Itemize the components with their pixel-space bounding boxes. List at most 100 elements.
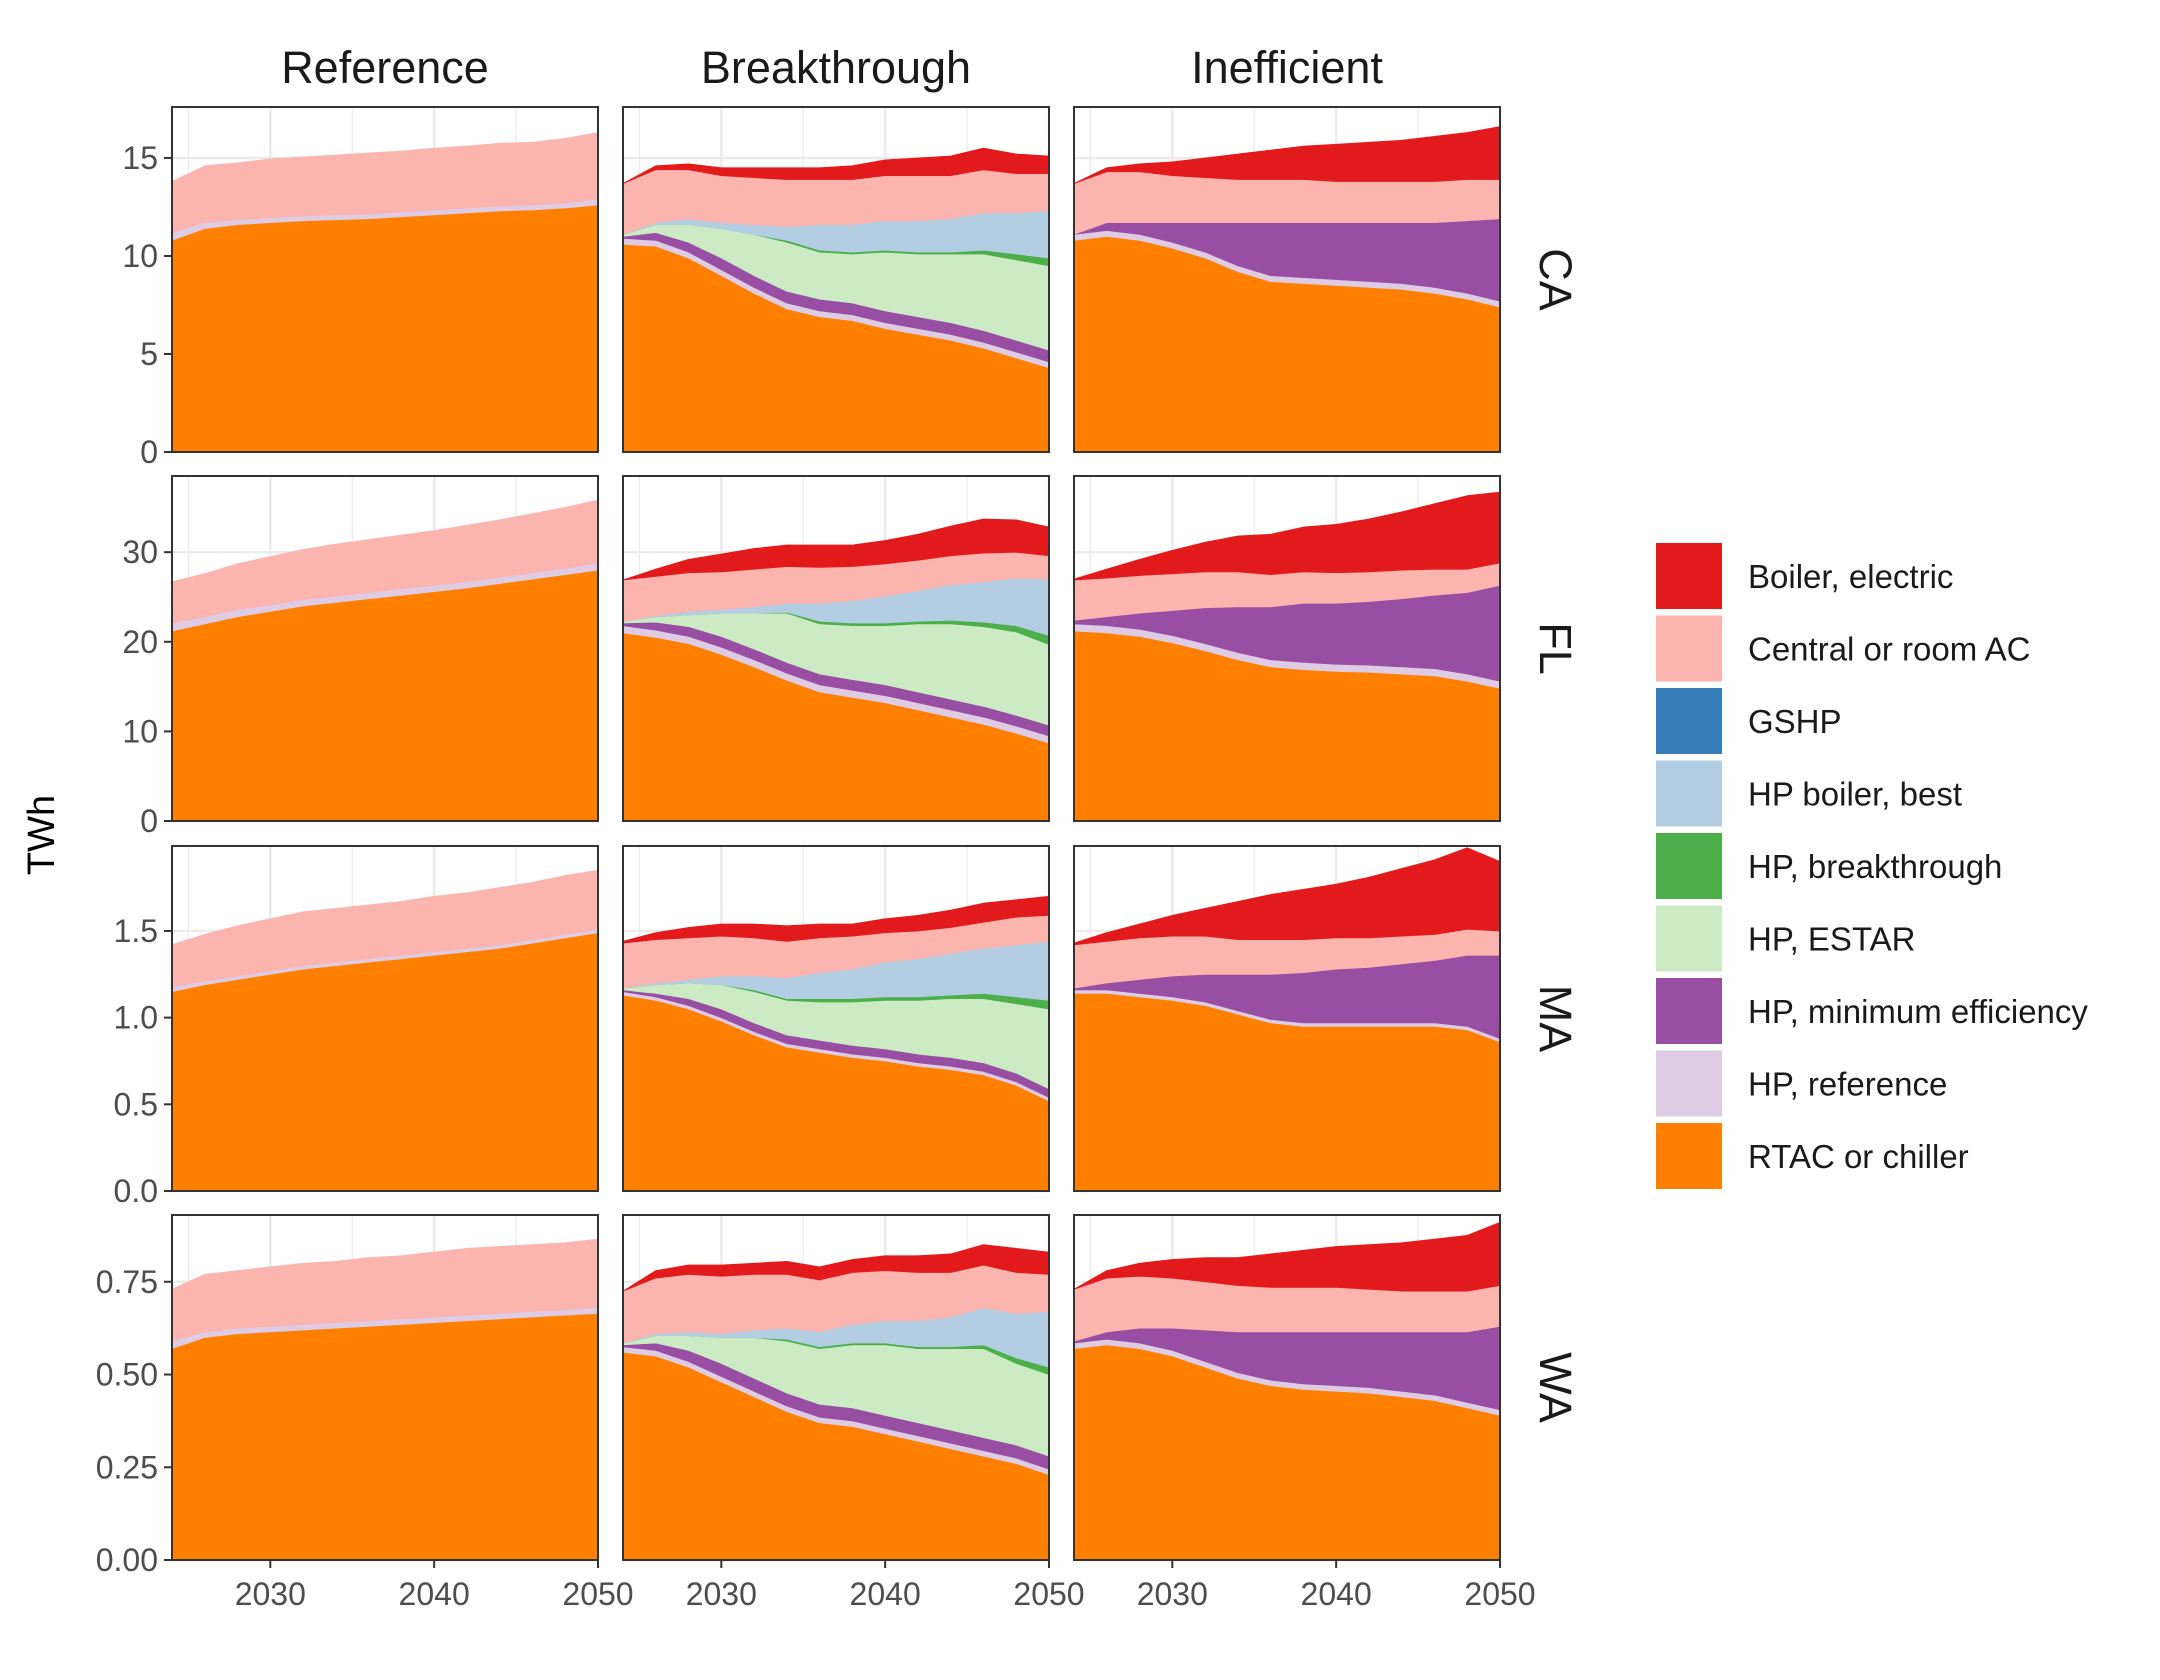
- stacked-areas: [623, 895, 1049, 1191]
- panel-border: [1073, 1214, 1501, 1561]
- legend-item-hp-reference: HP, reference: [1656, 1050, 1947, 1117]
- panel-border: [1073, 845, 1501, 1192]
- stacked-areas: [172, 869, 598, 1191]
- row-strip-fl: FL: [1530, 622, 1581, 675]
- x-tick-label: 2030: [235, 1576, 306, 1612]
- y-tick-label: 15: [122, 140, 158, 176]
- legend-item-hp-boiler-best: HP boiler, best: [1656, 760, 1962, 827]
- panel-border: [171, 1214, 599, 1561]
- panel-fl-breakthrough: [622, 475, 1051, 823]
- y-tick-label: 0.5: [114, 1086, 158, 1122]
- stacked-areas: [172, 1238, 598, 1560]
- stacked-areas: [1074, 847, 1500, 1191]
- panel-ma-inefficient: [1073, 845, 1502, 1193]
- y-tick-label: 0: [140, 434, 158, 470]
- y-tick-label: 1.0: [114, 1000, 158, 1036]
- panel-border: [622, 475, 1050, 822]
- legend-swatch: [1656, 1050, 1722, 1117]
- legend-item-hp-estar: HP, ESTAR: [1656, 905, 1916, 972]
- legend-swatch: [1656, 615, 1722, 682]
- legend-label: Central or room AC: [1748, 631, 2030, 668]
- y-tick-label: 1.5: [114, 913, 158, 949]
- row-strip-ma: MA: [1530, 985, 1581, 1053]
- area-boiler-electric: [623, 147, 1049, 184]
- column-strip-reference: Reference: [281, 42, 489, 93]
- area-boiler-electric: [623, 1244, 1049, 1292]
- stacked-areas: [172, 499, 598, 821]
- panel-wa-inefficient: [1073, 1214, 1502, 1562]
- panel-ca-reference: [171, 106, 600, 454]
- stacked-areas: [623, 1244, 1049, 1560]
- panel-fl-reference: [171, 475, 600, 823]
- legend-label: HP, breakthrough: [1748, 848, 2002, 885]
- y-tick-label: 20: [122, 624, 158, 660]
- panel-border: [622, 1214, 1050, 1561]
- x-tick-label: 2050: [1464, 1576, 1535, 1612]
- legend-item-hp-breakthrough: HP, breakthrough: [1656, 833, 2002, 899]
- column-strip-breakthrough: Breakthrough: [701, 42, 971, 93]
- y-tick-label: 0.25: [96, 1449, 158, 1485]
- stacked-areas: [623, 518, 1049, 821]
- legend-item-hp-minimum-efficiency: HP, minimum efficiency: [1656, 978, 2088, 1044]
- panel-ma-reference: [171, 845, 600, 1193]
- stacked-areas: [1074, 1222, 1500, 1560]
- row-strip-wa: WA: [1530, 1352, 1581, 1423]
- legend-item-rtac-or-chiller: RTAC or chiller: [1656, 1123, 1969, 1189]
- stacked-areas: [1074, 126, 1500, 452]
- legend-swatch: [1656, 978, 1722, 1044]
- y-tick-label: 5: [140, 336, 158, 372]
- legend-swatch: [1656, 833, 1722, 899]
- panels-layer: [171, 106, 1502, 1562]
- legend-swatch: [1656, 1123, 1722, 1189]
- legend-label: HP boiler, best: [1748, 776, 1962, 813]
- x-tick-label: 2040: [850, 1576, 921, 1612]
- panel-border: [171, 475, 599, 822]
- legend-item-central-or-room-ac: Central or room AC: [1656, 615, 2030, 682]
- area-boiler-electric: [1074, 847, 1500, 946]
- stacked-areas: [172, 132, 598, 452]
- stacked-areas: [1074, 491, 1500, 821]
- area-central-or-room-ac: [172, 132, 598, 233]
- area-central-or-room-ac: [172, 499, 598, 624]
- legend: Boiler, electric Central or room AC GSHP HP…: [1656, 543, 2088, 1189]
- legend-swatch: [1656, 760, 1722, 827]
- y-tick-label: 0: [140, 803, 158, 839]
- y-tick-label: 10: [122, 238, 158, 274]
- panel-border: [622, 845, 1050, 1192]
- area-rtac-or-chiller: [172, 1312, 598, 1560]
- y-tick-label: 0.00: [96, 1542, 158, 1578]
- legend-label: GSHP: [1748, 703, 1842, 740]
- y-tick-label: 10: [122, 713, 158, 749]
- legend-item-gshp: GSHP: [1656, 688, 1842, 754]
- panel-border: [171, 106, 599, 453]
- x-tick-label: 2040: [1301, 1576, 1372, 1612]
- area-boiler-electric: [623, 518, 1049, 581]
- panel-wa-reference: [171, 1214, 600, 1562]
- y-tick-label: 0.75: [96, 1264, 158, 1300]
- area-boiler-electric: [1074, 1222, 1500, 1292]
- axes-layer: 0 5 10 15 0 10 2030 0.0 0.5 1.0 1.5 0.00 0.25 0.50 0.7…: [96, 140, 1536, 1612]
- area-boiler-electric: [1074, 126, 1500, 184]
- legend-swatch: [1656, 688, 1722, 754]
- stacked-areas: [623, 147, 1049, 452]
- panel-border: [1073, 475, 1501, 822]
- panel-border: [622, 106, 1050, 453]
- panel-ma-breakthrough: [622, 845, 1051, 1193]
- panel-ca-inefficient: [1073, 106, 1502, 454]
- area-boiler-electric: [623, 895, 1049, 944]
- x-tick-label: 2050: [1013, 1576, 1084, 1612]
- column-strip-inefficient: Inefficient: [1191, 42, 1383, 93]
- legend-swatch: [1656, 543, 1722, 609]
- panel-wa-breakthrough: [622, 1214, 1051, 1562]
- x-tick-label: 2030: [686, 1576, 757, 1612]
- y-axis-title: TWh: [21, 795, 63, 875]
- area-central-or-room-ac: [172, 869, 598, 987]
- y-tick-label: 0.0: [114, 1173, 158, 1209]
- area-central-or-room-ac: [172, 1238, 598, 1342]
- legend-label: RTAC or chiller: [1748, 1138, 1969, 1175]
- panel-ca-breakthrough: [622, 106, 1051, 454]
- y-tick-label: 0.50: [96, 1357, 158, 1393]
- legend-label: Boiler, electric: [1748, 558, 1953, 595]
- x-tick-label: 2030: [1137, 1576, 1208, 1612]
